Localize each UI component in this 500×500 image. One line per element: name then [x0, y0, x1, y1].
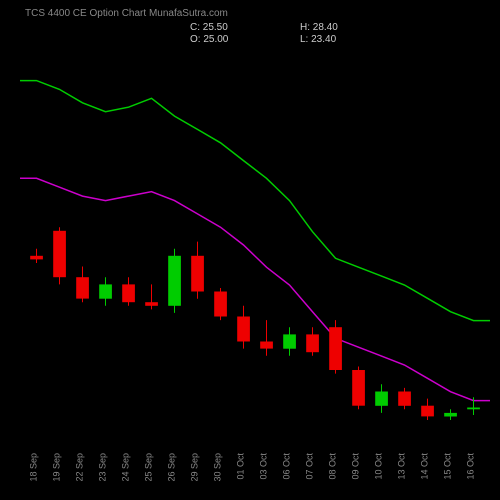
candle-body	[30, 256, 43, 260]
candle-body	[444, 413, 457, 417]
x-axis-label: 14 Oct	[420, 453, 430, 480]
candle-body	[214, 292, 227, 317]
x-axis-label: 22 Sep	[75, 453, 85, 482]
x-axis-label: 15 Oct	[443, 453, 453, 480]
x-axis-label: 09 Oct	[351, 453, 361, 480]
x-axis-label: 10 Oct	[374, 453, 384, 480]
ohlc-low: L: 23.40	[300, 34, 337, 45]
candle-body	[375, 392, 388, 406]
candle-body	[260, 342, 273, 349]
x-axis-label: 01 Oct	[236, 453, 246, 480]
candle-body	[76, 277, 89, 298]
candle-body	[352, 370, 365, 406]
candle-body	[421, 406, 434, 417]
candle-body	[145, 302, 158, 306]
x-axis-label: 23 Sep	[98, 453, 108, 482]
candlestick-chart: TCS 4400 CE Option Chart MunafaSutra.com…	[0, 0, 500, 500]
candle-body	[306, 334, 319, 352]
x-axis-label: 19 Sep	[52, 453, 62, 482]
x-axis-label: 16 Oct	[466, 453, 476, 480]
ohlc-open: O: 25.00	[190, 34, 229, 45]
candle-body	[99, 284, 112, 298]
candle-body	[237, 317, 250, 342]
x-axis-label: 06 Oct	[282, 453, 292, 480]
candle-body	[191, 256, 204, 292]
x-axis-label: 07 Oct	[305, 453, 315, 480]
chart-title: TCS 4400 CE Option Chart MunafaSutra.com	[25, 8, 228, 19]
candle-body	[329, 327, 342, 370]
candle-body	[398, 392, 411, 406]
ohlc-high: H: 28.40	[300, 22, 338, 33]
x-axis-label: 13 Oct	[397, 453, 407, 480]
candle-body	[283, 334, 296, 348]
x-axis-label: 08 Oct	[328, 453, 338, 480]
x-axis-label: 29 Sep	[190, 453, 200, 482]
x-axis-label: 30 Sep	[213, 453, 223, 482]
candle-body	[122, 284, 135, 302]
x-axis-label: 26 Sep	[167, 453, 177, 482]
x-axis-label: 18 Sep	[29, 453, 39, 482]
candle-body	[467, 408, 480, 410]
x-axis-label: 24 Sep	[121, 453, 131, 482]
candle-body	[168, 256, 181, 306]
candle-body	[53, 231, 66, 277]
x-axis-label: 25 Sep	[144, 453, 154, 482]
ohlc-close: C: 25.50	[190, 22, 228, 33]
x-axis-label: 03 Oct	[259, 453, 269, 480]
